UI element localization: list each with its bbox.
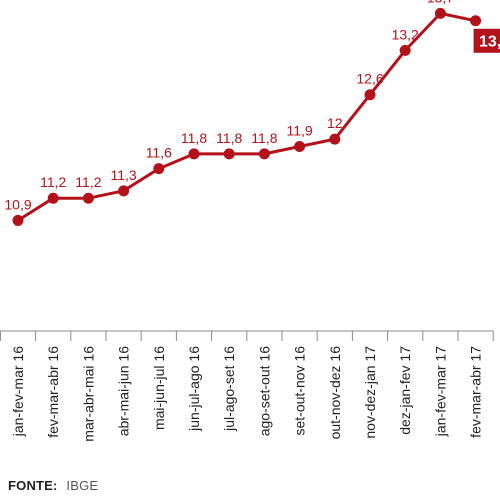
- source-value: IBGE: [66, 478, 99, 493]
- data-point: [223, 148, 235, 160]
- data-point: [294, 140, 306, 152]
- data-label: 11,2: [40, 174, 66, 190]
- data-point: [258, 148, 270, 160]
- data-point: [470, 15, 482, 27]
- data-label: 11,9: [286, 122, 312, 138]
- series-line: [16, 11, 478, 222]
- data-point: [118, 185, 130, 197]
- data-label: 11,8: [181, 130, 207, 146]
- data-point: [364, 89, 376, 101]
- data-label: 12: [327, 115, 343, 131]
- x-tick-label: abr-mai-jun 16: [116, 346, 132, 436]
- data-point: [329, 133, 341, 145]
- x-tick-label: set-out-nov 16: [292, 346, 308, 436]
- x-tick-label: dez-jan-fev 17: [397, 346, 413, 435]
- source-note: FONTE: IBGE: [8, 478, 98, 493]
- x-tick-label: mar-abr-mai 16: [80, 346, 96, 442]
- x-tick-labels: jan-fev-mar 16 fev-mar-abr 16 mar-abr-mai …: [10, 346, 484, 442]
- data-label: 11,2: [75, 174, 101, 190]
- data-label: 13,7: [427, 0, 454, 5]
- data-points: [12, 7, 482, 226]
- data-label: 13,2: [392, 26, 419, 42]
- series-line-layer: [16, 11, 478, 222]
- data-point: [82, 192, 94, 204]
- x-axis: [0, 330, 494, 341]
- data-point: [153, 163, 165, 175]
- x-tick-label: jan-fev-mar 17: [432, 346, 448, 437]
- data-label: 10,9: [4, 196, 31, 212]
- x-tick-label: jun-jul-ago 16: [186, 346, 202, 432]
- data-label: 12,6: [356, 71, 383, 87]
- highlight-value-badge: [473, 28, 500, 53]
- x-tick-label: mai-jun-jul 16: [151, 346, 167, 430]
- data-label: 11,6: [146, 145, 172, 161]
- data-labels: 10,9 11,2 11,2 11,3 11,6 11,8 11,8 11,8 11,9 12 12…: [4, 0, 500, 212]
- x-tick-label: jan-fev-mar 16: [10, 346, 26, 437]
- data-point: [12, 214, 24, 226]
- data-label: 13,6: [479, 33, 500, 50]
- data-label: 11,8: [251, 130, 277, 146]
- data-point: [399, 44, 411, 56]
- data-point: [47, 192, 59, 204]
- x-tick-label: nov-dez-jan 17: [362, 346, 378, 439]
- x-tick-label: fev-mar-abr 16: [45, 346, 61, 438]
- data-point: [434, 7, 446, 19]
- x-tick-label: fev-mar-abr 17: [468, 346, 484, 438]
- data-label: 11,3: [110, 167, 136, 183]
- x-tick-label: out-nov-dez 16: [327, 346, 343, 440]
- data-label: 11,8: [216, 130, 242, 146]
- x-tick-label: ago-set-out 16: [256, 346, 272, 436]
- data-point: [188, 148, 200, 160]
- source-label: FONTE:: [8, 478, 58, 493]
- x-tick-label: jul-ago-set 16: [221, 346, 237, 432]
